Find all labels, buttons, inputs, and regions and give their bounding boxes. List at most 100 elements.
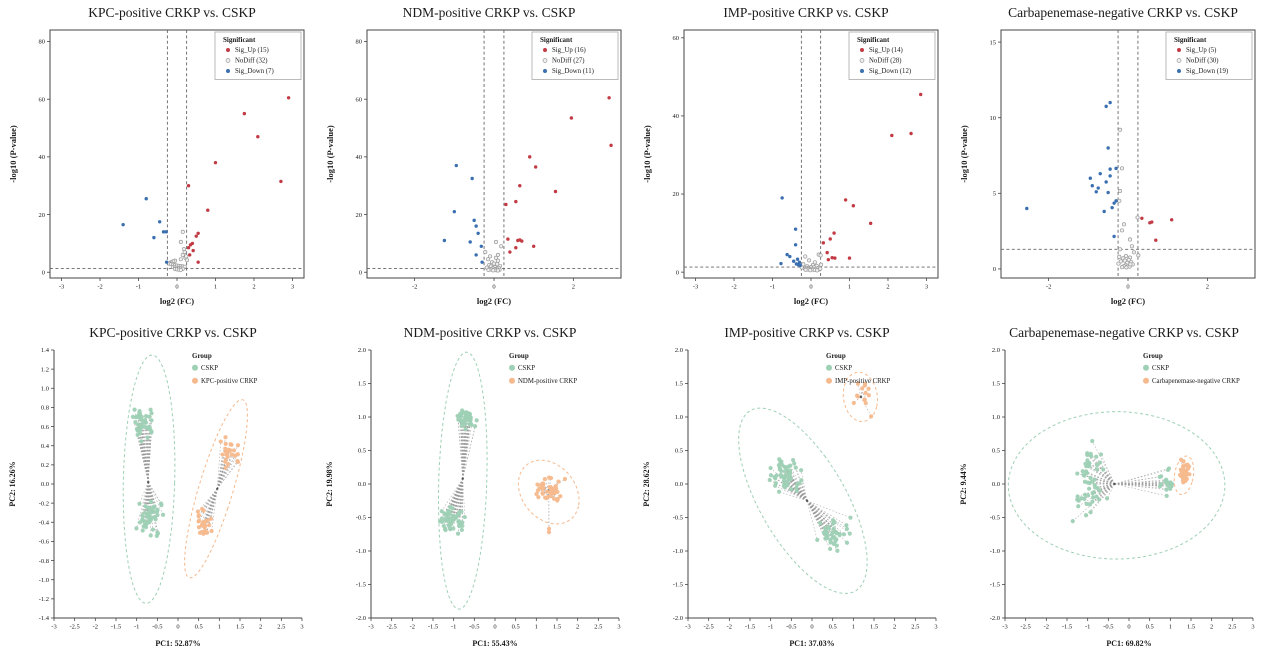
volcano-plot-kpc: KPC-positive CRKP vs. CSKP -3 -2 -1 0 1 2 3 0 20…: [0, 0, 316, 320]
legend-item-label: CSKP: [201, 365, 218, 372]
x-axis-label: PC1: 37.03%: [789, 639, 834, 648]
svg-text:1.5: 1.5: [870, 624, 878, 631]
volcano-plot-ndm: NDM-positive CRKP vs. CSKP -2 0 2 0 20 40 60 80…: [317, 0, 633, 320]
svg-text:0.5: 0.5: [512, 624, 520, 631]
svg-text:3: 3: [1251, 624, 1254, 631]
svg-text:10: 10: [990, 115, 997, 122]
svg-text:80: 80: [356, 39, 363, 46]
svg-text:1: 1: [1169, 624, 1172, 631]
svg-text:0: 0: [1127, 624, 1130, 631]
svg-text:1.2: 1.2: [41, 366, 49, 373]
group-ellipse: [184, 399, 248, 579]
legend-item-label: NoDiff (30): [1186, 58, 1219, 65]
svg-text:0.5: 0.5: [675, 448, 683, 455]
group-points-crkp: [534, 475, 568, 535]
svg-text:0.0: 0.0: [992, 481, 1000, 488]
svg-text:60: 60: [673, 35, 680, 42]
svg-text:0: 0: [810, 624, 813, 631]
legend-item-label: CSKP: [835, 365, 852, 372]
svg-text:2: 2: [893, 624, 896, 631]
svg-text:-3: -3: [693, 284, 698, 291]
series-sig_up: [504, 96, 613, 254]
svg-text:2.0: 2.0: [992, 347, 1000, 354]
group-points-crkp: [851, 381, 874, 419]
svg-text:-3: -3: [1002, 624, 1007, 631]
series-sig_up: [1140, 216, 1174, 242]
svg-text:0.4: 0.4: [41, 443, 50, 450]
svg-text:2.5: 2.5: [277, 624, 285, 631]
legend: Group CSKP Carbapenemase-negative CRKP: [1143, 352, 1240, 385]
svg-text:-2: -2: [727, 624, 732, 631]
volcano-imp-canvas: -3 -2 -1 0 1 2 3 0 20 40 60 log2 (FC) -log10 (P-valu…: [642, 29, 939, 306]
spider-lines: [197, 437, 239, 534]
svg-text:0.6: 0.6: [41, 424, 50, 431]
svg-text:1.5: 1.5: [1187, 624, 1195, 631]
legend-item-label: Sig_Up (14): [869, 47, 903, 54]
legend: Significant Sig_Up (14) NoDiff (28) Sig_Dow…: [848, 31, 936, 80]
legend-item-label: Sig_Down (7): [235, 68, 274, 75]
legend-item-label: Sig_Up (16): [552, 47, 586, 54]
x-axis-label: log2 (FC): [1111, 296, 1145, 306]
svg-text:-1.0: -1.0: [990, 548, 1000, 555]
y-axis-label: PC2: 16.26%: [8, 461, 17, 506]
svg-text:1.5: 1.5: [992, 381, 1000, 388]
svg-text:-2.5: -2.5: [1021, 624, 1031, 631]
chart-title: IMP-positive CRKP vs. CSKP: [723, 5, 889, 20]
legend-title: Significant: [1174, 36, 1207, 44]
svg-text:-2: -2: [412, 284, 417, 291]
group-ellipse: [842, 371, 878, 422]
svg-text:20: 20: [39, 212, 46, 219]
x-axis-label: PC1: 69.82%: [1106, 639, 1151, 648]
axis-layer: -3 -2.5 -2 -1.5 -1 -0.5 0 0.5 1 1.5 2 2.5 3 -2.0 -1.5 -…: [959, 347, 1255, 648]
axis-layer: -3 -2.5 -2 -1.5 -1 -0.5 0 0.5 1 1.5 2 2.5 3 -2.0 -1.5 -…: [325, 347, 621, 648]
svg-text:1.0: 1.0: [358, 414, 366, 421]
svg-text:-0.5: -0.5: [356, 515, 366, 522]
svg-text:40: 40: [673, 113, 680, 120]
series-sig_up: [186, 96, 291, 264]
svg-text:3: 3: [617, 624, 620, 631]
svg-text:-3: -3: [51, 624, 56, 631]
series-sig_down: [1025, 100, 1118, 239]
group-ellipse: [1173, 455, 1195, 495]
svg-text:0: 0: [1126, 284, 1129, 291]
y-axis-label: PC2: 28.62%: [642, 461, 651, 506]
group-points-cskp: [1070, 438, 1175, 524]
group-points-cskp: [437, 408, 479, 536]
svg-text:0: 0: [176, 624, 179, 631]
svg-text:0.5: 0.5: [195, 624, 203, 631]
volcano-kpc-canvas: -3 -2 -1 0 1 2 3 0 20 40 60 80 log2 (FC) -log10 (P-va…: [8, 29, 305, 306]
svg-text:2: 2: [886, 284, 889, 291]
svg-text:-3: -3: [59, 284, 64, 291]
svg-text:-2: -2: [731, 284, 736, 291]
svg-text:-0.5: -0.5: [469, 624, 479, 631]
svg-text:0: 0: [175, 284, 178, 291]
x-axis-label: log2 (FC): [794, 296, 828, 306]
svg-text:0.8: 0.8: [41, 405, 49, 412]
svg-text:1: 1: [218, 624, 221, 631]
svg-text:2: 2: [259, 624, 262, 631]
svg-text:-0.6: -0.6: [39, 539, 50, 546]
svg-text:0: 0: [676, 269, 679, 276]
svg-text:-0.2: -0.2: [39, 500, 49, 507]
svg-text:-1.4: -1.4: [39, 615, 50, 622]
pca-ndm-canvas: -3 -2.5 -2 -1.5 -1 -0.5 0 0.5 1 1.5 2 2.5 3 -2.0 -1.5 -…: [325, 347, 621, 648]
y-axis-label: PC2: 19.98%: [325, 461, 334, 506]
svg-text:0: 0: [359, 269, 362, 276]
legend-item-label: CSKP: [1152, 365, 1169, 372]
svg-text:-0.5: -0.5: [786, 624, 796, 631]
svg-text:20: 20: [356, 212, 363, 219]
svg-text:-1.5: -1.5: [356, 582, 366, 589]
legend-item-label: Sig_Up (5): [1186, 47, 1216, 54]
svg-text:1.0: 1.0: [41, 385, 49, 392]
svg-text:-1: -1: [770, 284, 775, 291]
series-no_diff: [167, 229, 190, 272]
svg-text:0.5: 0.5: [358, 448, 366, 455]
svg-text:40: 40: [356, 154, 363, 161]
legend-item-label: IMP-positive CRKP: [835, 378, 891, 385]
legend-title: Significant: [857, 36, 890, 44]
chart-title: KPC-positive CRKP vs. CSKP: [89, 325, 257, 340]
legend: Significant Sig_Up (5) NoDiff (30) Sig_Down…: [1165, 31, 1253, 80]
svg-text:-2.0: -2.0: [356, 615, 366, 622]
